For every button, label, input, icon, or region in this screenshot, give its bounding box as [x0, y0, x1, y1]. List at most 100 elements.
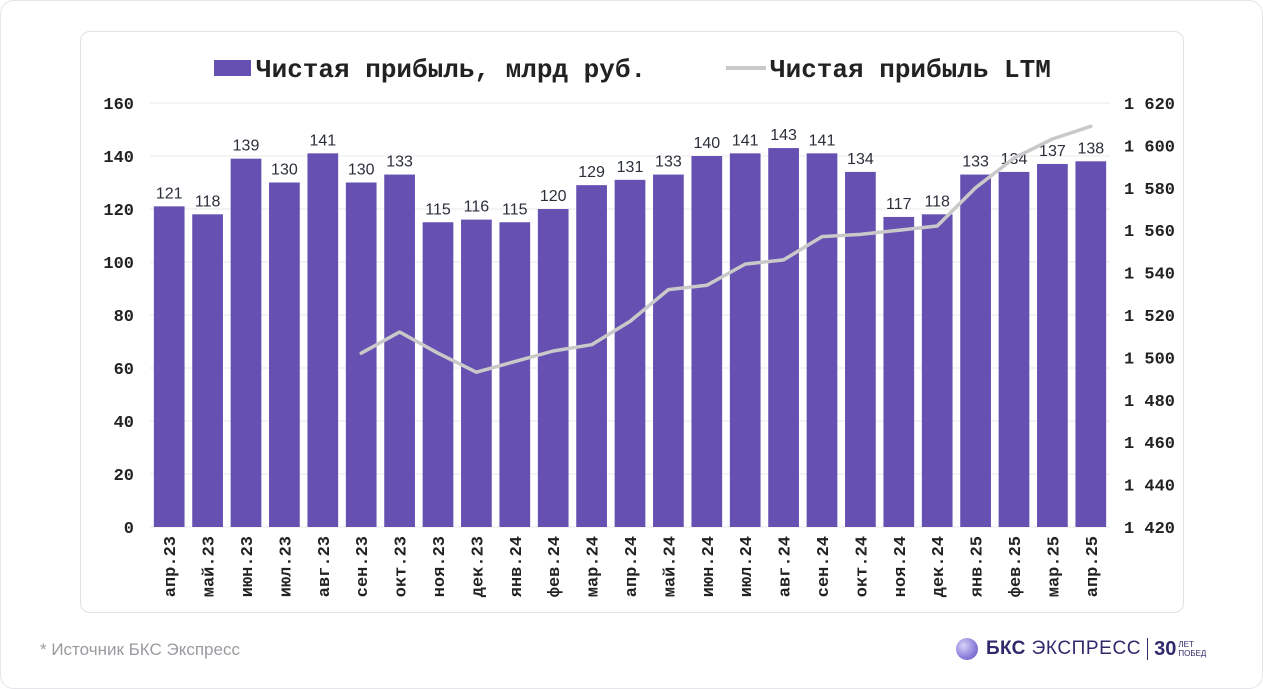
y-left-tick-label: 0 — [124, 520, 134, 539]
bar-value-label: 118 — [195, 193, 221, 210]
brand-years: 30 — [1154, 637, 1177, 660]
bar — [1075, 161, 1107, 528]
bar — [653, 174, 684, 528]
bar — [384, 174, 415, 528]
bar-value-label: 121 — [156, 185, 183, 202]
x-tick-label: сен.23 — [354, 536, 373, 597]
bar — [422, 222, 454, 527]
bar — [153, 206, 185, 527]
bar-value-label: 116 — [464, 199, 490, 216]
x-tick-label: авг.24 — [777, 536, 796, 597]
bar — [537, 209, 569, 527]
y-right-tick-label: 1 520 — [1124, 308, 1175, 327]
bar-value-label: 139 — [233, 138, 260, 155]
bar — [806, 153, 838, 527]
bar-value-label: 120 — [540, 188, 567, 205]
bar — [576, 185, 607, 527]
x-tick-label: фев.25 — [1007, 536, 1026, 597]
x-tick-label: мар.24 — [585, 536, 604, 597]
bar — [230, 158, 262, 527]
x-tick-label: июн.24 — [700, 536, 719, 597]
y-right-tick-label: 1 440 — [1124, 478, 1175, 497]
x-tick-label: фев.24 — [546, 536, 565, 597]
x-tick-label: дек.24 — [930, 536, 949, 597]
y-right-tick-label: 1 500 — [1124, 350, 1175, 369]
x-tick-label: окт.23 — [393, 536, 412, 597]
x-tick-label: мар.25 — [1045, 536, 1064, 597]
bar-value-label: 129 — [578, 164, 605, 181]
bar — [845, 171, 876, 527]
bar-value-label: 138 — [1077, 140, 1104, 157]
ltm-series-line — [359, 124, 1093, 374]
brand-name: БКС — [986, 638, 1026, 659]
x-tick-label: ноя.23 — [431, 536, 450, 597]
brand-years-line2: ПОБЕД — [1178, 649, 1207, 658]
bar-value-label: 131 — [617, 159, 644, 176]
bar — [768, 148, 799, 528]
y-left-tick-label: 140 — [103, 149, 134, 168]
bar — [691, 156, 723, 527]
legend-line-label: Чистая прибыль LTM — [770, 55, 1051, 85]
brand-divider — [1147, 638, 1149, 660]
bar-value-label: 134 — [847, 151, 874, 168]
bar-value-label: 141 — [309, 132, 336, 149]
x-tick-label: апр.25 — [1084, 536, 1103, 597]
y-left-tick-label: 80 — [114, 308, 134, 327]
bar — [499, 222, 531, 527]
brand-years-line1: ЛЕТ — [1178, 640, 1194, 649]
x-tick-label: ноя.24 — [892, 536, 911, 597]
bar — [614, 179, 646, 527]
x-tick-label: май.23 — [201, 536, 220, 597]
bar-value-label: 130 — [348, 162, 375, 179]
x-tick-label: апр.23 — [162, 536, 181, 597]
brand-sphere-icon — [956, 638, 978, 660]
bar — [307, 153, 339, 527]
y-right-tick-label: 1 580 — [1124, 181, 1175, 200]
bar-value-label: 141 — [809, 132, 836, 149]
y-right-tick-label: 1 620 — [1124, 96, 1175, 115]
bar-value-label: 133 — [962, 154, 989, 171]
bar-value-label: 143 — [770, 127, 797, 144]
bar — [921, 214, 953, 528]
bar — [729, 153, 761, 527]
x-tick-label: июл.23 — [277, 536, 296, 597]
bar-value-label: 118 — [924, 193, 950, 210]
legend-bar-swatch — [214, 60, 251, 76]
bar — [192, 214, 223, 528]
x-tick-label: июл.24 — [738, 536, 757, 597]
brand-subname: ЭКСПРЕСС — [1031, 638, 1142, 659]
x-tick-label: апр.24 — [623, 536, 642, 597]
y-right-tick-label: 1 480 — [1124, 393, 1175, 412]
y-left-tick-label: 20 — [114, 467, 134, 486]
bar-value-label: 141 — [732, 132, 759, 149]
x-tick-label: окт.24 — [853, 536, 872, 597]
bar-value-label: 117 — [886, 196, 912, 213]
x-tick-label: дек.23 — [469, 536, 488, 597]
y-left-tick-label: 160 — [103, 96, 134, 115]
y-left-tick-label: 100 — [103, 255, 134, 274]
y-left-tick-label: 40 — [114, 414, 134, 433]
bar-value-label: 133 — [386, 154, 413, 171]
y-right-tick-label: 1 540 — [1124, 266, 1175, 285]
bar — [1037, 163, 1068, 527]
source-note: * Источник БКС Экспресс — [40, 640, 240, 659]
bar-value-label: 115 — [502, 201, 528, 218]
brand-years-caption: ЛЕТ ПОБЕД — [1178, 640, 1206, 658]
y-right-tick-label: 1 420 — [1124, 520, 1175, 539]
brand-logo-block: БКС ЭКСПРЕСС 30 ЛЕТ ПОБЕД — [956, 634, 1206, 664]
y-right-tick-label: 1 560 — [1124, 223, 1175, 242]
legend-bar-label: Чистая прибыль, млрд руб. — [256, 55, 646, 85]
y-left-tick-label: 120 — [103, 202, 134, 221]
bar — [883, 216, 915, 527]
bar — [269, 182, 300, 527]
bar-value-label: 137 — [1039, 143, 1066, 160]
x-tick-label: янв.24 — [508, 536, 527, 597]
bar-value-label: 130 — [271, 162, 298, 179]
x-tick-label: янв.25 — [969, 536, 988, 597]
x-tick-label: июн.23 — [239, 536, 258, 597]
bar-value-label: 133 — [655, 154, 682, 171]
bar — [998, 171, 1030, 527]
y-left-tick-label: 60 — [114, 361, 134, 380]
x-tick-label: авг.23 — [316, 536, 335, 597]
